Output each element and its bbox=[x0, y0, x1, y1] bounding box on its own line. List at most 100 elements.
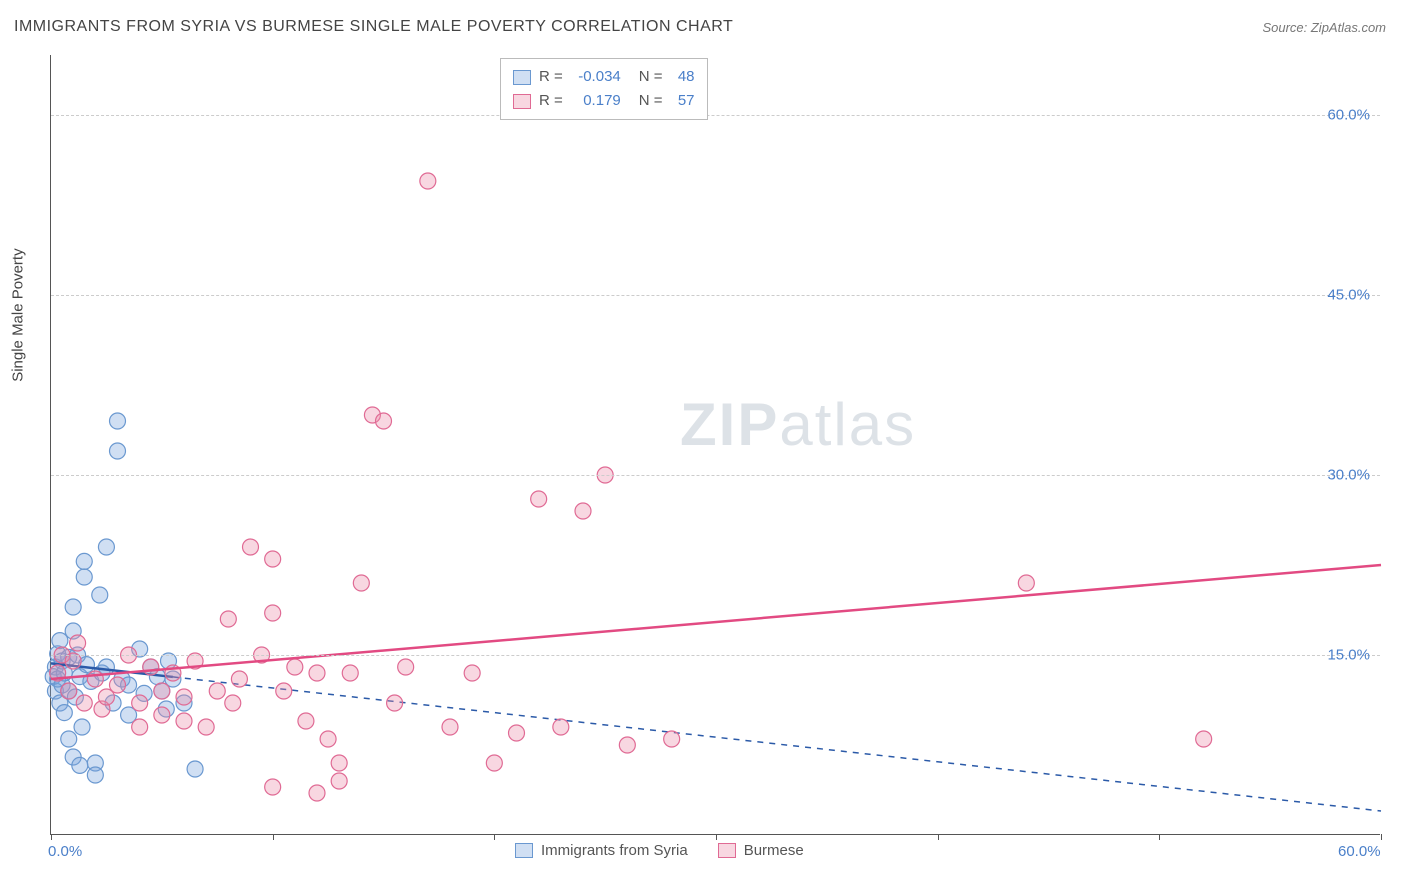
data-point bbox=[132, 719, 148, 735]
data-point bbox=[309, 665, 325, 681]
data-point bbox=[70, 635, 86, 651]
data-point bbox=[87, 671, 103, 687]
data-point bbox=[143, 659, 159, 675]
data-point bbox=[398, 659, 414, 675]
data-point bbox=[420, 173, 436, 189]
data-point bbox=[154, 683, 170, 699]
x-tick bbox=[51, 834, 52, 840]
data-point bbox=[331, 773, 347, 789]
data-point bbox=[74, 719, 90, 735]
legend-correlation-row: R = 0.179 N = 57 bbox=[513, 89, 695, 113]
legend-swatch bbox=[513, 94, 531, 109]
x-tick bbox=[1159, 834, 1160, 840]
data-point bbox=[87, 767, 103, 783]
data-point bbox=[353, 575, 369, 591]
data-point bbox=[265, 605, 281, 621]
data-point bbox=[225, 695, 241, 711]
legend-series-item: Burmese bbox=[718, 842, 804, 859]
plot-area: 15.0%30.0%45.0%60.0% bbox=[50, 55, 1380, 835]
legend-swatch bbox=[718, 843, 736, 858]
data-point bbox=[1196, 731, 1212, 747]
gridline bbox=[51, 475, 1380, 476]
legend-swatch bbox=[513, 70, 531, 85]
data-point bbox=[486, 755, 502, 771]
legend-swatch bbox=[515, 843, 533, 858]
data-point bbox=[110, 443, 126, 459]
trend-line-solid bbox=[51, 565, 1381, 679]
data-point bbox=[61, 683, 77, 699]
x-tick bbox=[1381, 834, 1382, 840]
data-point bbox=[442, 719, 458, 735]
data-point bbox=[575, 503, 591, 519]
legend-n-value: 48 bbox=[671, 65, 695, 89]
data-point bbox=[52, 633, 68, 649]
data-point bbox=[110, 677, 126, 693]
data-point bbox=[98, 539, 114, 555]
legend-r-value: 0.179 bbox=[571, 89, 621, 113]
x-tick-label-min: 0.0% bbox=[48, 843, 82, 860]
legend-correlation-row: R = -0.034 N = 48 bbox=[513, 65, 695, 89]
data-point bbox=[619, 737, 635, 753]
data-point bbox=[531, 491, 547, 507]
legend-series: Immigrants from Syria Burmese bbox=[515, 842, 804, 859]
data-point bbox=[76, 569, 92, 585]
data-point bbox=[265, 551, 281, 567]
legend-series-label: Immigrants from Syria bbox=[541, 842, 688, 859]
data-point bbox=[209, 683, 225, 699]
data-point bbox=[65, 599, 81, 615]
data-point bbox=[231, 671, 247, 687]
data-point bbox=[342, 665, 358, 681]
y-tick-label: 45.0% bbox=[1327, 287, 1370, 304]
data-point bbox=[664, 731, 680, 747]
data-point bbox=[72, 757, 88, 773]
data-point bbox=[198, 719, 214, 735]
data-point bbox=[243, 539, 259, 555]
data-point bbox=[154, 707, 170, 723]
legend-n-label: N = bbox=[639, 89, 663, 113]
data-point bbox=[320, 731, 336, 747]
data-point bbox=[176, 713, 192, 729]
x-tick bbox=[716, 834, 717, 840]
legend-n-label: N = bbox=[639, 65, 663, 89]
x-tick bbox=[273, 834, 274, 840]
data-point bbox=[287, 659, 303, 675]
data-point bbox=[110, 413, 126, 429]
legend-r-value: -0.034 bbox=[571, 65, 621, 89]
data-point bbox=[61, 731, 77, 747]
plot-svg bbox=[51, 55, 1380, 834]
data-point bbox=[298, 713, 314, 729]
source-attribution: Source: ZipAtlas.com bbox=[1262, 20, 1386, 35]
data-point bbox=[220, 611, 236, 627]
data-point bbox=[187, 761, 203, 777]
data-point bbox=[92, 587, 108, 603]
y-tick-label: 30.0% bbox=[1327, 467, 1370, 484]
legend-r-label: R = bbox=[539, 65, 563, 89]
data-point bbox=[509, 725, 525, 741]
data-point bbox=[553, 719, 569, 735]
data-point bbox=[265, 779, 281, 795]
gridline bbox=[51, 655, 1380, 656]
y-tick-label: 60.0% bbox=[1327, 107, 1370, 124]
data-point bbox=[76, 695, 92, 711]
chart-title: IMMIGRANTS FROM SYRIA VS BURMESE SINGLE … bbox=[14, 18, 733, 36]
x-tick bbox=[494, 834, 495, 840]
legend-correlation-box: R = -0.034 N = 48 R = 0.179 N = 57 bbox=[500, 58, 708, 120]
gridline bbox=[51, 115, 1380, 116]
data-point bbox=[132, 695, 148, 711]
data-point bbox=[376, 413, 392, 429]
data-point bbox=[76, 553, 92, 569]
legend-n-value: 57 bbox=[671, 89, 695, 113]
legend-series-item: Immigrants from Syria bbox=[515, 842, 688, 859]
data-point bbox=[309, 785, 325, 801]
x-tick-label-max: 60.0% bbox=[1338, 843, 1381, 860]
legend-r-label: R = bbox=[539, 89, 563, 113]
data-point bbox=[331, 755, 347, 771]
data-point bbox=[464, 665, 480, 681]
data-point bbox=[387, 695, 403, 711]
legend-series-label: Burmese bbox=[744, 842, 804, 859]
data-point bbox=[1018, 575, 1034, 591]
data-point bbox=[56, 705, 72, 721]
x-tick bbox=[938, 834, 939, 840]
y-axis-title: Single Male Poverty bbox=[10, 248, 27, 381]
data-point bbox=[176, 689, 192, 705]
